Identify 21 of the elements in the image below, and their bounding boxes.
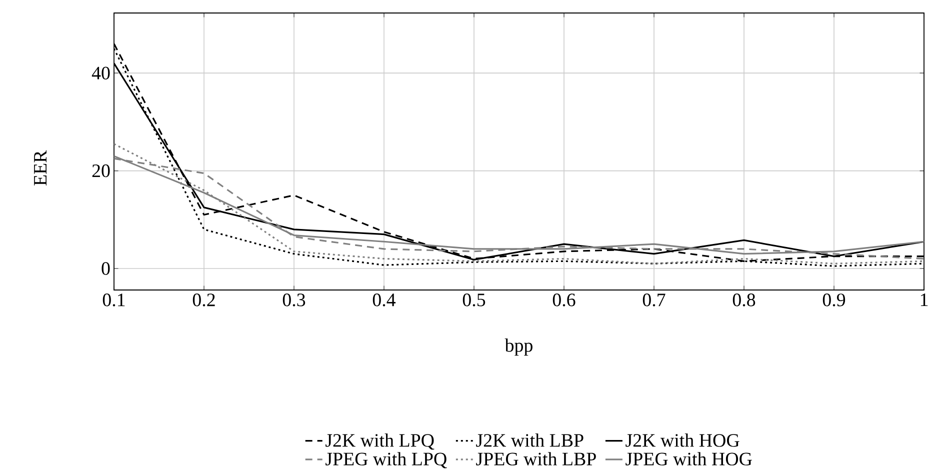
x-tick-label: 0.2 [192, 294, 215, 306]
x-tick-label: 0.8 [732, 294, 756, 306]
y-axis-title: EER [34, 150, 46, 186]
legend-label: JPEG with LPQ [326, 452, 447, 468]
x-tick-label: 0.9 [822, 294, 846, 306]
y-tick-label: 0 [102, 262, 110, 275]
legend-label: J2K with LPQ [326, 434, 434, 450]
y-tick-label: 20 [92, 164, 110, 178]
x-tick-label: 0.1 [102, 294, 125, 306]
x-tick-label: 0.6 [552, 294, 576, 306]
legend-label: JPEG with LBP [476, 452, 596, 466]
x-tick-label: 1 [920, 294, 928, 306]
x-tick-label: 0.7 [642, 294, 666, 306]
x-axis-title: bpp [504, 338, 532, 356]
x-tick-label: 0.3 [282, 294, 306, 306]
x-tick-label: 0.5 [462, 294, 486, 306]
y-tick-label: 40 [92, 66, 110, 80]
legend-label: J2K with HOG [626, 434, 740, 447]
legend-label: J2K with LBP [476, 434, 584, 447]
legend-label: JPEG with HOG [626, 452, 752, 466]
x-tick-label: 0.4 [372, 294, 396, 306]
